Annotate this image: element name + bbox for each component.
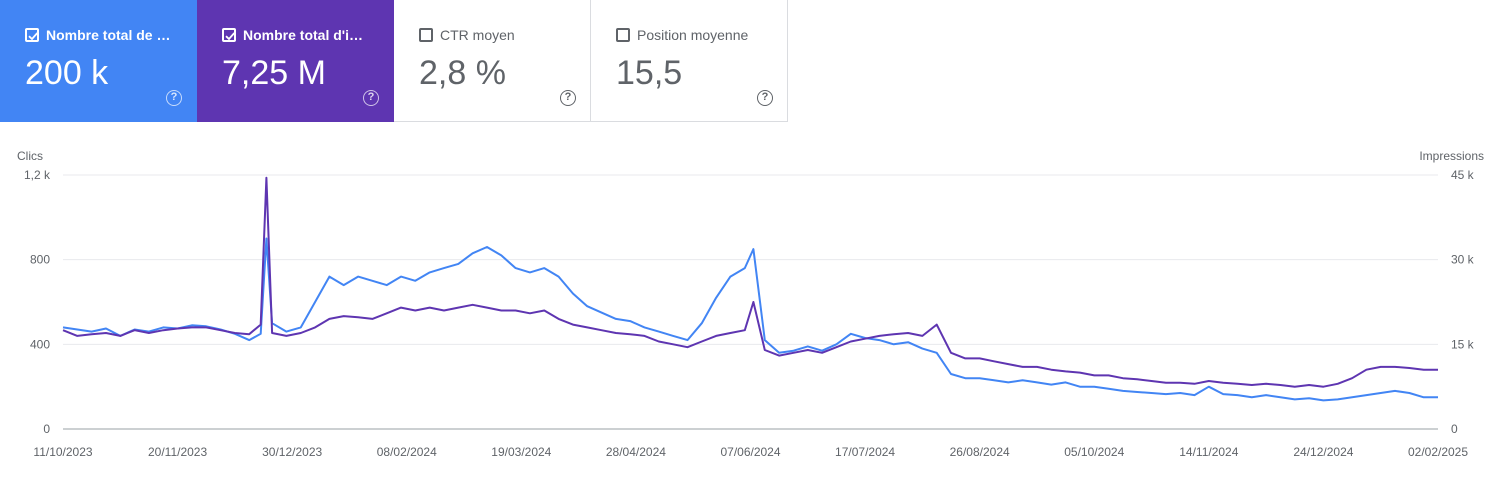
- help-icon[interactable]: ?: [166, 90, 182, 106]
- checkbox-checked-icon[interactable]: [25, 28, 39, 42]
- clicks-line: [62, 237, 1438, 402]
- metric-value: 200 k: [25, 54, 109, 92]
- right-tick-label: 45 k: [1451, 168, 1475, 182]
- metric-value: 15,5: [616, 54, 683, 92]
- left-axis-title: Clics: [17, 149, 43, 163]
- left-axis-ticks: 0 400 800 1,2 k: [24, 168, 51, 436]
- x-tick-label: 19/03/2024: [491, 445, 551, 459]
- x-axis-ticks: 11/10/2023 20/11/2023 30/12/2023 08/02/2024…: [33, 445, 1468, 459]
- right-axis-title: Impressions: [1419, 149, 1484, 163]
- impressions-card[interactable]: Nombre total d'im… 7,25 M?: [197, 0, 394, 122]
- x-tick-label: 20/11/2023: [148, 445, 207, 459]
- ctr-card[interactable]: CTR moyen 2,8 %?: [394, 0, 591, 122]
- x-tick-label: 02/02/2025: [1408, 445, 1468, 459]
- x-tick-label: 07/06/2024: [720, 445, 780, 459]
- x-tick-label: 26/08/2024: [950, 445, 1010, 459]
- performance-chart: Clics Impressions 0 400 800 1,2 k 0 15 k 30 k…: [17, 149, 1484, 459]
- x-tick-label: 17/07/2024: [835, 445, 895, 459]
- metric-value: 7,25 M: [222, 54, 326, 92]
- left-tick-label: 400: [30, 337, 50, 351]
- left-tick-label: 0: [43, 422, 50, 436]
- metric-label: CTR moyen: [440, 27, 515, 43]
- x-tick-label: 14/11/2024: [1179, 445, 1238, 459]
- clicks-card[interactable]: Nombre total de c… 200 k?: [0, 0, 197, 122]
- metric-label: Nombre total d'im…: [243, 27, 371, 43]
- x-tick-label: 11/10/2023: [33, 445, 92, 459]
- right-axis-ticks: 0 15 k 30 k 45 k: [1451, 168, 1475, 436]
- x-tick-label: 05/10/2024: [1064, 445, 1124, 459]
- metric-label: Position moyenne: [637, 27, 749, 43]
- help-icon[interactable]: ?: [757, 90, 773, 106]
- series-lines: [62, 176, 1438, 402]
- grid-lines: [63, 174, 1438, 430]
- position-card[interactable]: Position moyenne 15,5?: [591, 0, 788, 122]
- checkbox-empty-icon[interactable]: [616, 28, 630, 42]
- checkbox-empty-icon[interactable]: [419, 28, 433, 42]
- help-icon[interactable]: ?: [560, 90, 576, 106]
- left-tick-label: 1,2 k: [24, 168, 51, 182]
- right-tick-label: 15 k: [1451, 337, 1475, 351]
- x-tick-label: 30/12/2023: [262, 445, 322, 459]
- left-tick-label: 800: [30, 253, 50, 267]
- x-tick-label: 28/04/2024: [606, 445, 666, 459]
- metric-value: 2,8 %: [419, 54, 506, 92]
- right-tick-label: 0: [1451, 422, 1458, 436]
- impressions-line: [62, 176, 1438, 388]
- checkbox-checked-icon[interactable]: [222, 28, 236, 42]
- metric-cards: Nombre total de c… 200 k? Nombre total d'i…: [0, 0, 788, 122]
- x-tick-label: 24/12/2024: [1293, 445, 1353, 459]
- metric-label: Nombre total de c…: [46, 27, 174, 43]
- right-tick-label: 30 k: [1451, 253, 1475, 267]
- help-icon[interactable]: ?: [363, 90, 379, 106]
- x-tick-label: 08/02/2024: [377, 445, 437, 459]
